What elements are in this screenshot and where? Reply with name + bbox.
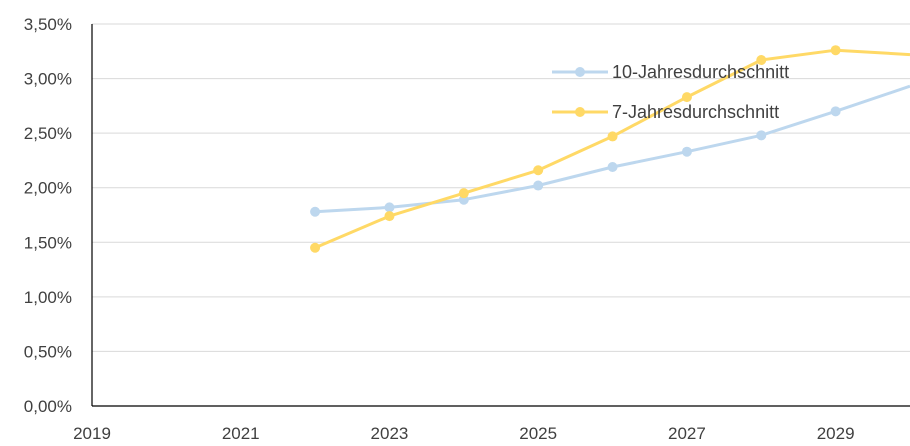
y-tick-label: 2,00% [24, 179, 72, 198]
data-point-7-jahresdurchschnitt [384, 211, 395, 222]
data-point-10-jahresdurchschnitt [681, 146, 692, 157]
legend-label: 7-Jahresdurchschnitt [612, 102, 779, 122]
y-tick-label: 3,50% [24, 15, 72, 34]
data-point-10-jahresdurchschnitt [310, 206, 321, 217]
y-tick-label: 1,50% [24, 233, 72, 252]
x-tick-label: 2029 [817, 424, 855, 443]
data-point-10-jahresdurchschnitt [384, 202, 395, 213]
series-lines [310, 45, 910, 253]
y-tick-label: 0,00% [24, 397, 72, 416]
gridlines [92, 23, 910, 352]
legend-swatch-marker [575, 107, 585, 117]
data-point-7-jahresdurchschnitt [756, 55, 767, 66]
data-point-7-jahresdurchschnitt [533, 165, 544, 176]
y-tick-label: 2,50% [24, 124, 72, 143]
legend: 10-Jahresdurchschnitt 7-Jahresdurchschnit… [552, 62, 789, 122]
axes [91, 24, 910, 407]
data-point-7-jahresdurchschnitt [310, 242, 321, 253]
data-point-7-jahresdurchschnitt [458, 188, 469, 199]
x-tick-label: 2021 [222, 424, 260, 443]
data-point-10-jahresdurchschnitt [607, 161, 618, 172]
data-point-7-jahresdurchschnitt [607, 131, 618, 142]
y-tick-label: 1,00% [24, 288, 72, 307]
x-tick-labels: 2019 2021 2023 2025 2027 2029 [73, 424, 854, 443]
data-point-10-jahresdurchschnitt [830, 106, 841, 117]
x-tick-label: 2025 [519, 424, 557, 443]
data-point-10-jahresdurchschnitt [533, 180, 544, 191]
legend-label: 10-Jahresdurchschnitt [612, 62, 789, 82]
data-point-7-jahresdurchschnitt [830, 45, 841, 56]
y-tick-labels: 0,00% 0,50% 1,00% 1,50% 2,00% 2,50% 3,00% 3,50% [24, 15, 72, 416]
x-tick-label: 2019 [73, 424, 111, 443]
y-tick-label: 3,00% [24, 70, 72, 89]
x-tick-label: 2023 [371, 424, 409, 443]
y-tick-label: 0,50% [24, 342, 72, 361]
data-point-10-jahresdurchschnitt [756, 130, 767, 141]
x-tick-label: 2027 [668, 424, 706, 443]
legend-swatch-marker [575, 67, 585, 77]
data-point-7-jahresdurchschnitt [681, 92, 692, 103]
